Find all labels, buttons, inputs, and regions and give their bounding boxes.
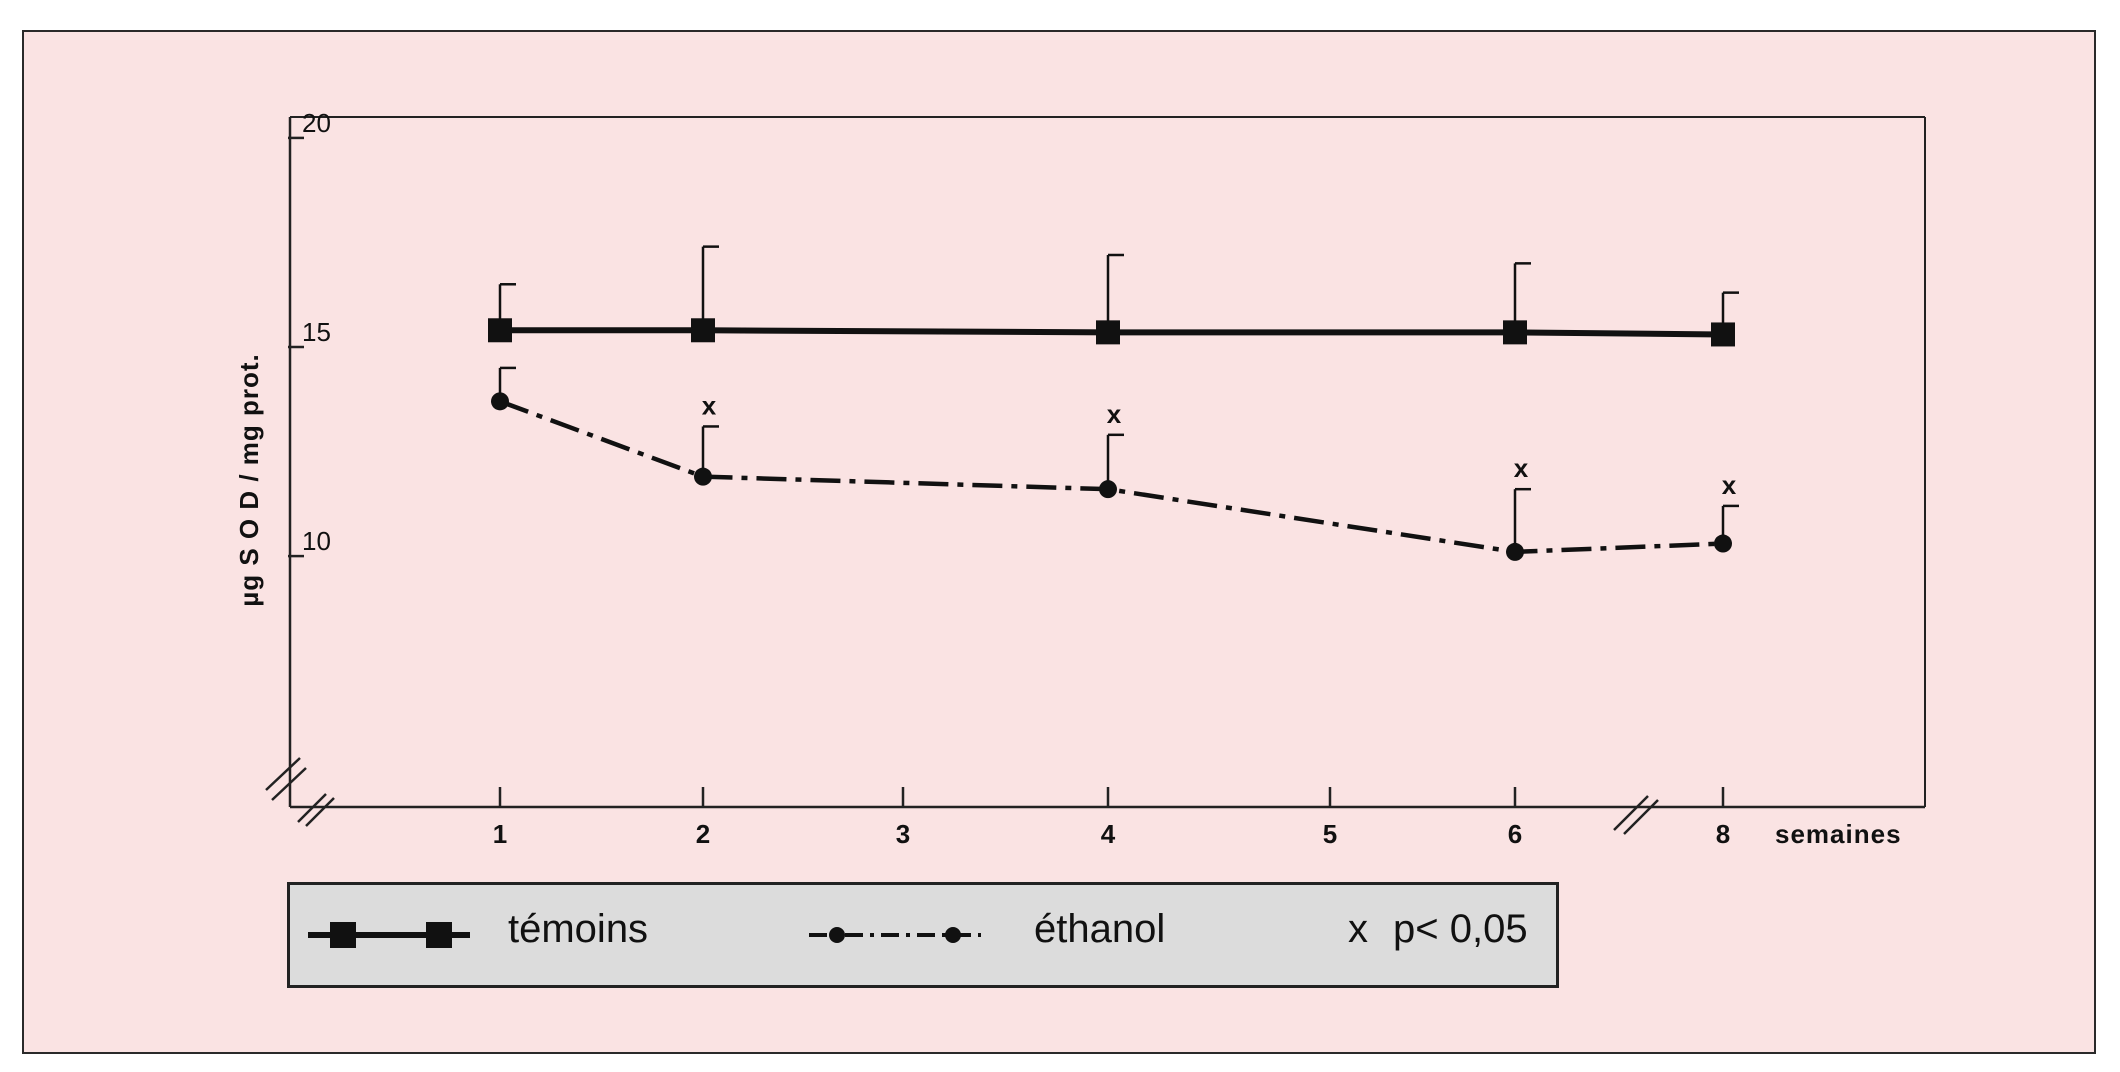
significance-mark: x bbox=[1514, 453, 1529, 483]
y-axis-ticks: 10 15 20 bbox=[288, 108, 331, 558]
significance-mark: x bbox=[702, 390, 717, 420]
x-tick-label: 5 bbox=[1323, 819, 1337, 849]
significance-mark: x bbox=[1107, 399, 1122, 429]
data-point-square bbox=[1711, 322, 1735, 347]
x-tick-label: 8 bbox=[1716, 819, 1730, 849]
y-axis-break-mark bbox=[265, 757, 301, 791]
significance-marks: x x x x bbox=[702, 390, 1737, 499]
series-temoins bbox=[488, 245, 1739, 347]
axes bbox=[265, 116, 1926, 835]
x-tick-label: 4 bbox=[1101, 819, 1116, 849]
data-point-circle bbox=[491, 392, 509, 411]
x-axis-ticks: 1 2 3 4 5 6 8 bbox=[493, 787, 1730, 849]
legend-sig-label: p< 0,05 bbox=[1393, 907, 1528, 951]
data-point-square bbox=[1503, 320, 1527, 345]
x-tick-label: 2 bbox=[696, 819, 710, 849]
x-axis-break-mark bbox=[305, 797, 335, 827]
x-axis-break-mark bbox=[1623, 799, 1659, 835]
y-tick-label: 10 bbox=[302, 526, 331, 556]
data-point-circle bbox=[1099, 480, 1117, 499]
legend-sig-marker: x bbox=[1348, 907, 1368, 951]
y-axis-break-mark bbox=[271, 767, 307, 801]
data-point-circle bbox=[1714, 534, 1732, 553]
data-point-circle bbox=[694, 467, 712, 486]
x-axis-label: semaines bbox=[1775, 819, 1902, 849]
data-point-square bbox=[691, 318, 715, 343]
data-point-circle bbox=[1506, 542, 1524, 561]
x-tick-label: 1 bbox=[493, 819, 507, 849]
x-axis-break-mark bbox=[297, 793, 327, 823]
series-group bbox=[488, 245, 1739, 561]
legend-temoins-symbol bbox=[308, 922, 470, 948]
y-tick-label: 20 bbox=[302, 108, 331, 138]
data-point-square bbox=[488, 318, 512, 343]
legend: témoins éthanol x p< 0,05 bbox=[287, 882, 1559, 988]
series-ethanol bbox=[491, 366, 1739, 561]
legend-ethanol-symbol bbox=[809, 927, 981, 943]
legend-temoins-label: témoins bbox=[508, 907, 649, 951]
y-axis-label: µg S O D / mg prot. bbox=[234, 353, 264, 607]
data-point-square bbox=[1096, 320, 1120, 345]
y-tick-label: 15 bbox=[302, 317, 331, 347]
x-axis-break-mark bbox=[1613, 795, 1649, 831]
significance-mark: x bbox=[1722, 470, 1737, 500]
x-tick-label: 3 bbox=[896, 819, 910, 849]
x-tick-label: 6 bbox=[1508, 819, 1522, 849]
legend-ethanol-label: éthanol bbox=[1034, 907, 1166, 951]
